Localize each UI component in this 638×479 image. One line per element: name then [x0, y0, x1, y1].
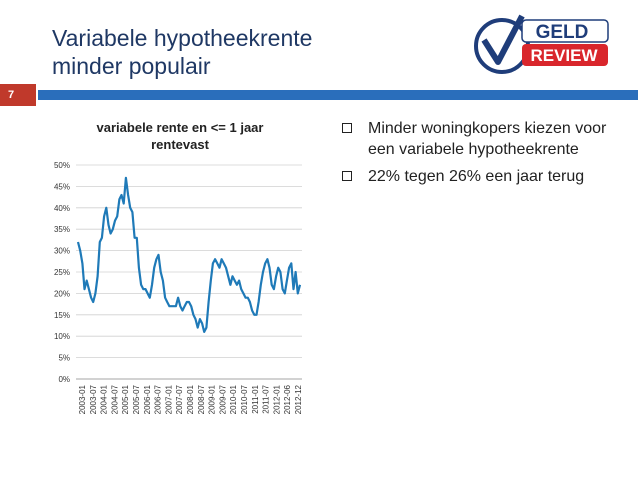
y-tick-label: 10%	[54, 332, 70, 341]
y-tick-label: 25%	[54, 268, 70, 277]
logo-ring	[474, 18, 530, 74]
x-tick-label: 2006-01	[143, 384, 152, 414]
x-tick-label: 2008-01	[186, 384, 195, 414]
x-tick-label: 2005-07	[132, 384, 141, 414]
logo-word2: REVIEW	[530, 46, 598, 65]
slide-title: Variabele hypotheekrente minder populair	[52, 24, 312, 80]
y-tick-label: 0%	[58, 375, 70, 384]
x-tick-label: 2007-07	[175, 384, 184, 414]
logo-red-band	[522, 44, 608, 66]
logo-word1: GELD	[536, 22, 589, 43]
x-tick-label: 2006-07	[154, 384, 163, 414]
series-line	[76, 176, 302, 333]
y-tick-label: 5%	[58, 354, 70, 363]
x-tick-label: 2010-07	[240, 384, 249, 414]
slide-title-line2: minder populair	[52, 53, 211, 79]
header-rule	[38, 90, 638, 100]
x-tick-label: 2009-07	[218, 384, 227, 414]
y-tick-label: 35%	[54, 225, 70, 234]
y-tick-label: 15%	[54, 311, 70, 320]
x-tick-label: 2009-01	[208, 384, 217, 414]
x-tick-label: 2004-01	[100, 384, 109, 414]
x-tick-label: 2004-07	[110, 384, 119, 414]
line-chart: 0%5%10%15%20%25%30%35%40%45%50% 2003-01 2…	[54, 161, 303, 414]
bullet-text: Minder woningkopers kiezen voor een vari…	[368, 120, 607, 158]
y-tick-label: 40%	[54, 204, 70, 213]
y-tick-label: 30%	[54, 247, 70, 256]
y-tick-label: 50%	[54, 161, 70, 170]
y-tick-label: 20%	[54, 289, 70, 298]
chart-grid	[76, 164, 302, 380]
x-tick-label: 2010-01	[229, 384, 238, 414]
x-tick-label: 2008-07	[197, 384, 206, 414]
x-tick-label: 2007-01	[164, 384, 173, 414]
x-tick-label: 2011-01	[251, 384, 260, 413]
x-axis-ticks: 2003-01 2003-07 2004-01 2004-07 2005-01 2005-…	[78, 384, 303, 414]
bullet-text: 22% tegen 26% een jaar terug	[368, 168, 585, 185]
x-tick-label: 2003-07	[89, 384, 98, 414]
x-tick-label: 2011-07	[262, 384, 271, 413]
x-tick-label: 2005-01	[121, 384, 130, 414]
slide-title-line1: Variabele hypotheekrente	[52, 25, 313, 51]
bullet-item: 22% tegen 26% een jaar terug	[340, 166, 630, 187]
page-number: 7	[0, 84, 36, 106]
x-tick-label: 2012-01	[272, 384, 281, 414]
chart-title: variabele rente en <= 1 jaar rentevast	[96, 120, 264, 152]
x-tick-label: 2003-01	[78, 384, 87, 414]
y-axis-ticks: 0% 5% 10% 15% 20% 25% 30% 35% 40% 45% 50%	[54, 161, 70, 384]
bullet-list: Minder woningkopers kiezen voor een vari…	[340, 118, 630, 193]
x-tick-label: 2012-12	[294, 384, 303, 414]
logo-red-band-top	[521, 19, 609, 43]
x-tick-label: 2012-06	[283, 384, 292, 414]
checkbox-bullet-icon	[342, 171, 352, 181]
y-tick-label: 45%	[54, 182, 70, 191]
geld-review-logo: GELD REVIEW	[474, 14, 609, 74]
logo-check-icon	[481, 14, 525, 65]
bullet-item: Minder woningkopers kiezen voor een vari…	[340, 118, 630, 160]
checkbox-bullet-icon	[342, 123, 352, 133]
